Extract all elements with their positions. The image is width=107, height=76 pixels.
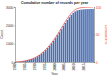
bar <box>61 29 63 62</box>
tick-label: 100 <box>96 6 102 10</box>
bar <box>55 38 57 62</box>
tick-mark <box>55 62 56 63</box>
tick-mark <box>75 62 76 63</box>
tick-label: 0 <box>96 61 98 65</box>
bar <box>67 20 69 62</box>
plot-area: 1980198519901995200020052010201501000200… <box>6 6 101 71</box>
tick: 1000 <box>6 42 15 46</box>
tick: 100 <box>94 6 101 10</box>
tick: 50 <box>94 33 100 37</box>
bar <box>76 10 78 62</box>
tick-label: 1000 <box>6 42 13 46</box>
bar <box>74 11 76 62</box>
bar <box>53 41 55 62</box>
tick-mark <box>25 62 26 63</box>
tick-label: 2010 <box>72 63 76 70</box>
x-axis: 1980 1985 1990 1995 2000 2005 2010 2015 <box>13 62 94 71</box>
bar <box>90 9 92 62</box>
bar <box>88 9 90 62</box>
x-axis-title: Year <box>51 72 58 76</box>
tick: 1990 <box>33 62 37 71</box>
axis-line <box>14 8 16 63</box>
bar <box>57 35 59 62</box>
tick-label: 50 <box>96 33 100 37</box>
y-axis-title: Count <box>0 30 4 39</box>
tick: 0 <box>11 61 15 65</box>
bar <box>39 55 41 62</box>
bar <box>45 50 47 62</box>
bar <box>35 57 37 62</box>
y-axis: 0 1000 2000 3000 <box>6 6 15 65</box>
marks <box>15 7 94 62</box>
bar <box>63 26 65 62</box>
tick-label: 1980 <box>13 63 17 70</box>
bar <box>72 13 74 62</box>
bar <box>65 23 67 62</box>
tick-label: 3000 <box>6 6 13 10</box>
tick-mark <box>35 62 36 63</box>
bar <box>78 10 80 62</box>
tick: 3000 <box>6 6 15 10</box>
bar <box>47 48 49 62</box>
tick-label: 2000 <box>6 24 13 28</box>
bar <box>41 54 43 62</box>
tick-label: 0 <box>11 61 13 65</box>
bar <box>49 46 51 62</box>
bar <box>43 52 45 62</box>
tick-mark <box>85 62 86 63</box>
bar <box>33 58 35 62</box>
tick-mark <box>14 7 15 8</box>
tick: 0 <box>94 61 98 65</box>
chart: 1980198519901995200020052010201501000200… <box>0 0 107 76</box>
tick-label: 1995 <box>43 63 47 70</box>
tick: 2000 <box>53 62 57 71</box>
tick: 1980 <box>13 62 17 71</box>
y2-axis-title: Cumulative % <box>104 25 107 45</box>
tick: 2010 <box>72 62 76 71</box>
bar <box>37 56 39 62</box>
tick: 1995 <box>43 62 47 71</box>
title: Cumulative number of records per year <box>21 1 89 5</box>
tick-mark <box>14 25 15 26</box>
tick: 2005 <box>62 62 66 71</box>
bar <box>84 9 86 62</box>
axis-line <box>16 62 95 64</box>
bar <box>80 10 82 62</box>
bar <box>69 17 71 62</box>
bar <box>31 59 33 62</box>
bar <box>82 9 84 62</box>
bar <box>59 32 61 62</box>
line <box>16 7 93 62</box>
tick-mark <box>65 62 66 63</box>
tick-label: 1990 <box>33 63 37 70</box>
tick-mark <box>14 44 15 45</box>
tick-label: 1985 <box>23 63 27 70</box>
bar <box>51 43 53 62</box>
bar <box>70 15 72 62</box>
y2-axis: 0 50 100 <box>94 6 101 65</box>
tick-label: 2000 <box>53 63 57 70</box>
tick: 2015 <box>82 62 86 71</box>
tick-mark <box>14 62 15 63</box>
bar <box>86 9 88 62</box>
tick: 2000 <box>6 24 15 28</box>
tick-label: 2005 <box>62 63 66 70</box>
tick-label: 2015 <box>82 63 86 70</box>
tick-mark <box>45 62 46 63</box>
bar <box>92 9 94 62</box>
tick: 1985 <box>23 62 27 71</box>
